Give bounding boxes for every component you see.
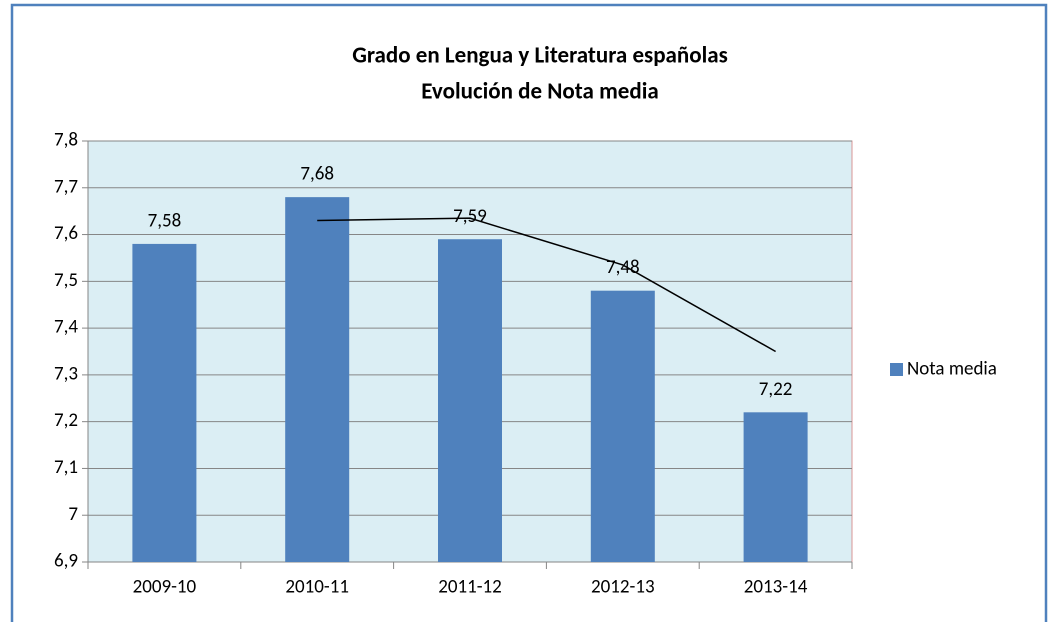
- y-tick-label: 7,7: [54, 175, 78, 198]
- x-tick-label: 2009-10: [133, 576, 197, 599]
- x-tick-label: 2011-12: [438, 576, 502, 599]
- chart-subtitle: Evolución de Nota media: [421, 78, 658, 106]
- data-label: 7,59: [453, 205, 487, 228]
- bar: [132, 243, 197, 562]
- y-tick-label: 7,6: [54, 222, 78, 245]
- y-tick-label: 7,8: [54, 129, 78, 152]
- data-label: 7,58: [148, 209, 182, 232]
- x-tick-label: 2012-13: [591, 576, 655, 599]
- chart-title: Grado en Lengua y Literatura españolas: [352, 42, 728, 70]
- y-tick-label: 7,2: [54, 409, 78, 432]
- bar: [285, 197, 350, 562]
- y-tick-label: 7: [68, 503, 78, 526]
- data-label: 7,68: [300, 163, 334, 186]
- bar: [743, 412, 808, 562]
- y-tick-label: 7,1: [54, 456, 78, 479]
- legend-swatch: [890, 363, 903, 376]
- x-tick-label: 2010-11: [285, 576, 349, 599]
- x-tick-label: 2013-14: [744, 576, 808, 599]
- bar: [438, 239, 502, 562]
- data-label: 7,22: [759, 378, 793, 401]
- bar: [590, 290, 655, 562]
- legend-label: Nota media: [907, 358, 997, 381]
- y-tick-label: 6,9: [54, 550, 78, 573]
- data-label: 7,48: [606, 256, 640, 279]
- y-tick-label: 7,4: [54, 316, 78, 339]
- trendline: [317, 217, 776, 353]
- y-tick-label: 7,5: [54, 269, 78, 292]
- y-tick-label: 7,3: [54, 362, 78, 385]
